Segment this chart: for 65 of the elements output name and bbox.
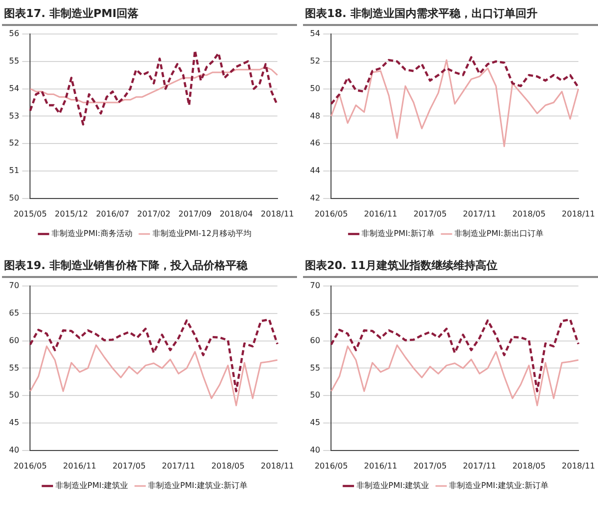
y-tick-label: 50 — [310, 390, 320, 400]
x-tick-label: 2017/02 — [137, 209, 170, 218]
y-tick-label: 44 — [310, 166, 320, 176]
x-tick-label: 2017/11 — [162, 461, 196, 470]
x-tick-label: 2018/05 — [512, 209, 546, 218]
y-tick-label: 48 — [310, 111, 320, 120]
y-tick-label: 46 — [310, 138, 320, 148]
y-tick-label: 50 — [8, 390, 20, 400]
y-tick-label: 50 — [8, 193, 20, 202]
x-tick-label: 2018/11 — [562, 209, 595, 218]
chart-title: 图表17. 非制造业PMI回落 — [2, 2, 297, 26]
y-tick-label: 51 — [8, 166, 20, 176]
x-tick-label: 2016/05 — [314, 461, 348, 470]
y-tick-label: 45 — [8, 418, 20, 428]
y-tick-label: 40 — [8, 445, 20, 454]
legend-label: 非制造业PMI-12月移动平均 — [152, 229, 252, 238]
x-tick-label: 2016/11 — [63, 461, 96, 470]
y-tick-label: 53 — [8, 111, 20, 120]
x-tick-label: 2015/05 — [14, 209, 47, 218]
y-tick-label: 70 — [8, 281, 20, 290]
legend-label: 非制造业PMI:商务活动 — [52, 229, 132, 238]
y-tick-label: 52 — [8, 138, 20, 148]
y-tick-label: 54 — [310, 29, 320, 38]
y-tick-label: 40 — [310, 445, 320, 454]
y-tick-label: 54 — [8, 84, 20, 93]
y-tick-label: 70 — [310, 281, 320, 290]
legend-label: 非制造业PMI:新出口订单 — [454, 229, 544, 238]
y-tick-label: 65 — [310, 308, 320, 318]
x-tick-label: 2018/05 — [512, 461, 546, 470]
x-tick-label: 2016/11 — [364, 461, 398, 470]
y-tick-label: 45 — [310, 418, 320, 428]
x-tick-label: 2018/11 — [562, 461, 595, 470]
y-tick-label: 56 — [8, 29, 20, 38]
y-tick-label: 55 — [8, 56, 20, 66]
y-tick-label: 50 — [310, 84, 320, 93]
x-tick-label: 2016/11 — [364, 209, 398, 218]
legend-label: 非制造业PMI:建筑业:新订单 — [449, 481, 549, 490]
legend-label: 非制造业PMI:建筑业 — [356, 481, 430, 490]
y-tick-label: 52 — [310, 56, 320, 66]
x-tick-label: 2017/05 — [112, 461, 146, 470]
chart-title: 图表20. 11月建筑业指数继续维持高位 — [303, 254, 598, 278]
x-tick-label: 2018/11 — [260, 461, 294, 470]
x-tick-label: 2016/07 — [96, 209, 130, 218]
y-tick-label: 60 — [8, 336, 20, 345]
y-tick-label: 65 — [8, 308, 20, 318]
chart-title: 图表18. 非制造业国内需求平稳，出口订单回升 — [303, 2, 598, 26]
x-tick-label: 2018/05 — [211, 461, 245, 470]
x-tick-label: 2017/11 — [462, 461, 496, 470]
legend-label: 非制造业PMI:建筑业 — [55, 481, 128, 490]
y-tick-label: 42 — [310, 193, 320, 202]
x-tick-label: 2017/05 — [413, 209, 447, 218]
x-tick-label: 2017/05 — [413, 461, 447, 470]
x-tick-label: 2016/05 — [14, 461, 47, 470]
y-tick-label: 55 — [8, 363, 20, 372]
legend-label: 非制造业PMI:建筑业:新订单 — [148, 481, 248, 490]
chart-title: 图表19. 非制造业销售价格下降，投入品价格平稳 — [2, 254, 297, 278]
x-tick-label: 2015/12 — [54, 209, 88, 218]
x-tick-label: 2017/09 — [178, 209, 212, 218]
legend-label: 非制造业PMI:新订单 — [362, 229, 434, 238]
y-tick-label: 60 — [310, 336, 320, 345]
x-tick-label: 2018/04 — [220, 209, 253, 218]
x-tick-label: 2017/11 — [462, 209, 496, 218]
x-tick-label: 2018/11 — [260, 209, 294, 218]
x-tick-label: 2016/05 — [314, 209, 348, 218]
y-tick-label: 55 — [310, 363, 320, 372]
